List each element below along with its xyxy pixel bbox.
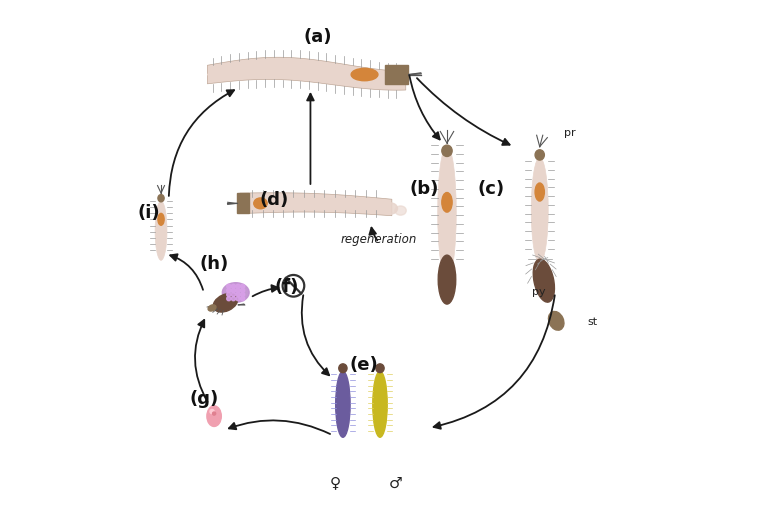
Polygon shape (385, 65, 408, 84)
Ellipse shape (442, 145, 452, 156)
Ellipse shape (223, 283, 249, 303)
Text: ♀: ♀ (330, 476, 340, 491)
Ellipse shape (339, 364, 347, 372)
Text: (d): (d) (260, 191, 289, 209)
Text: (a): (a) (304, 28, 332, 47)
FancyArrowPatch shape (434, 295, 555, 429)
Circle shape (226, 289, 231, 293)
Text: py: py (532, 287, 546, 297)
Ellipse shape (535, 150, 544, 160)
Ellipse shape (158, 195, 164, 202)
Circle shape (241, 297, 245, 301)
Circle shape (231, 289, 236, 293)
FancyArrowPatch shape (195, 320, 207, 402)
Text: (i): (i) (138, 204, 160, 222)
FancyArrowPatch shape (170, 254, 203, 290)
FancyArrowPatch shape (252, 285, 278, 296)
Ellipse shape (439, 255, 456, 304)
FancyArrowPatch shape (369, 228, 377, 240)
Ellipse shape (336, 371, 350, 437)
Ellipse shape (395, 206, 407, 215)
Text: (h): (h) (199, 255, 229, 273)
Ellipse shape (534, 259, 555, 302)
Ellipse shape (531, 157, 548, 263)
Circle shape (241, 289, 245, 293)
Ellipse shape (549, 311, 564, 330)
Text: (g): (g) (189, 390, 218, 408)
Ellipse shape (351, 68, 378, 81)
Circle shape (236, 293, 240, 297)
Polygon shape (237, 193, 249, 212)
Polygon shape (240, 193, 392, 215)
Circle shape (241, 284, 245, 289)
FancyArrowPatch shape (229, 421, 330, 434)
Text: pr: pr (564, 128, 575, 138)
Ellipse shape (442, 193, 452, 212)
Circle shape (236, 289, 240, 293)
Text: st: st (587, 317, 597, 327)
Text: (c): (c) (477, 180, 505, 198)
Circle shape (236, 284, 240, 289)
Polygon shape (207, 70, 217, 79)
Circle shape (226, 293, 231, 297)
FancyArrowPatch shape (417, 78, 510, 145)
Ellipse shape (383, 203, 397, 214)
Text: (e): (e) (349, 356, 378, 373)
Ellipse shape (535, 183, 544, 201)
Ellipse shape (158, 213, 164, 225)
Circle shape (231, 284, 236, 289)
Circle shape (226, 297, 231, 301)
Circle shape (231, 293, 236, 297)
Circle shape (213, 412, 216, 415)
Text: (b): (b) (409, 180, 439, 198)
Circle shape (231, 297, 236, 301)
Circle shape (236, 297, 240, 301)
Circle shape (226, 284, 231, 289)
Circle shape (210, 409, 214, 413)
Ellipse shape (373, 371, 387, 437)
Ellipse shape (155, 201, 167, 260)
FancyArrowPatch shape (169, 90, 234, 196)
FancyArrowPatch shape (410, 75, 440, 139)
Polygon shape (207, 57, 406, 90)
Circle shape (241, 293, 245, 297)
Ellipse shape (208, 305, 216, 311)
Ellipse shape (214, 294, 238, 312)
Ellipse shape (438, 146, 456, 280)
FancyArrowPatch shape (302, 295, 329, 375)
Text: (f): (f) (274, 278, 299, 296)
Ellipse shape (207, 406, 221, 426)
Ellipse shape (376, 364, 384, 372)
FancyArrowPatch shape (307, 94, 314, 184)
Text: regeneration: regeneration (340, 233, 417, 246)
Ellipse shape (254, 198, 268, 209)
Text: ♂: ♂ (388, 476, 402, 491)
